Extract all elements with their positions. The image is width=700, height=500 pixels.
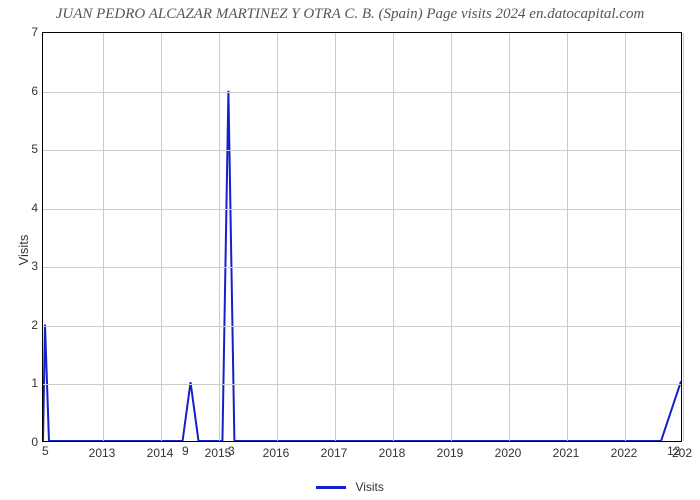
axis-extra-label: 12 (667, 444, 680, 458)
y-tick-label: 5 (31, 142, 38, 156)
gridline-v (625, 33, 626, 441)
chart-container: JUAN PEDRO ALCAZAR MARTINEZ Y OTRA C. B.… (0, 0, 700, 500)
gridline-h (43, 92, 681, 93)
x-tick-label: 2021 (553, 446, 580, 460)
gridline-v (161, 33, 162, 441)
x-tick-label: 2014 (147, 446, 174, 460)
gridline-h (43, 267, 681, 268)
y-axis-label: Visits (16, 235, 31, 266)
x-tick-label: 2019 (437, 446, 464, 460)
y-tick-label: 7 (31, 25, 38, 39)
gridline-v (219, 33, 220, 441)
axis-extra-label: 9 (182, 444, 189, 458)
y-tick-label: 2 (31, 318, 38, 332)
y-tick-label: 3 (31, 259, 38, 273)
legend: Visits (0, 479, 700, 494)
y-tick-label: 1 (31, 376, 38, 390)
data-line-svg (43, 33, 681, 441)
gridline-h (43, 150, 681, 151)
gridline-h (43, 209, 681, 210)
x-tick-label: 2013 (89, 446, 116, 460)
y-tick-label: 0 (31, 435, 38, 449)
gridline-v (509, 33, 510, 441)
chart-title: JUAN PEDRO ALCAZAR MARTINEZ Y OTRA C. B.… (0, 6, 700, 23)
plot-area (42, 32, 682, 442)
gridline-v (393, 33, 394, 441)
gridline-h (43, 384, 681, 385)
legend-swatch (316, 486, 346, 489)
gridline-h (43, 326, 681, 327)
x-tick-label: 2017 (321, 446, 348, 460)
gridline-v (335, 33, 336, 441)
gridline-v (567, 33, 568, 441)
gridline-v (277, 33, 278, 441)
axis-extra-label: 5 (42, 444, 49, 458)
x-tick-label: 2016 (263, 446, 290, 460)
x-tick-label: 2018 (379, 446, 406, 460)
y-tick-label: 6 (31, 84, 38, 98)
x-tick-label: 2022 (611, 446, 638, 460)
gridline-v (451, 33, 452, 441)
x-tick-label: 2020 (495, 446, 522, 460)
y-tick-label: 4 (31, 201, 38, 215)
axis-extra-label: 3 (228, 444, 235, 458)
gridline-v (683, 33, 684, 441)
gridline-v (103, 33, 104, 441)
legend-label: Visits (355, 480, 383, 494)
